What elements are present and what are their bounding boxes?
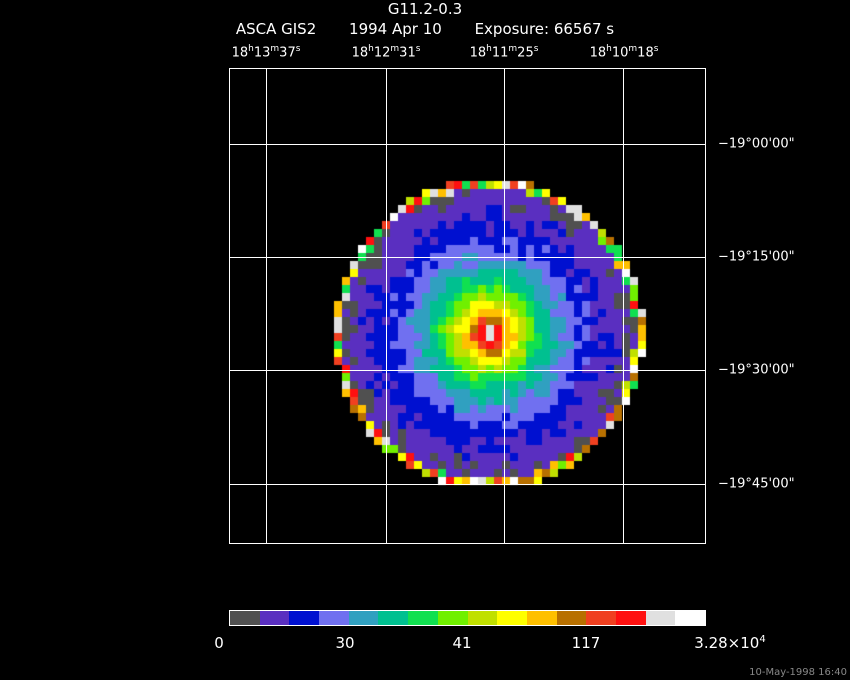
ra-label: 18h10m18s xyxy=(589,44,659,61)
sky-image-frame xyxy=(229,68,706,544)
exposure-label: Exposure: 66567 s xyxy=(474,20,615,38)
dec-label: −19°15'00" xyxy=(718,249,795,265)
colorbar-label-max: 3.28×104 xyxy=(694,634,766,652)
dec-label: −19°00'00" xyxy=(718,136,795,152)
dec-grid-line xyxy=(230,370,705,371)
ra-grid-line xyxy=(266,69,267,543)
colorbar-swatch xyxy=(615,611,646,625)
colorbar-swatch xyxy=(675,611,705,625)
colorbar-swatch xyxy=(586,611,616,625)
ra-label: 18h11m25s xyxy=(469,44,539,61)
colorbar-label: 41 xyxy=(452,634,472,652)
colorbar-swatch xyxy=(408,611,438,625)
date-label: 1994 Apr 10 xyxy=(349,20,442,38)
colorbar-swatch xyxy=(526,611,557,625)
colorbar-swatch xyxy=(437,611,468,625)
colorbar-swatch xyxy=(319,611,349,625)
object-title: G11.2-0.3 xyxy=(387,0,463,18)
dec-grid-line xyxy=(230,484,705,485)
observation-info: ASCA GIS2 1994 Apr 10 Exposure: 66567 s xyxy=(0,20,850,38)
colorbar xyxy=(229,610,706,626)
ra-grid-line xyxy=(623,69,624,543)
colorbar-swatch xyxy=(259,611,290,625)
colorbar-swatch xyxy=(467,611,498,625)
ra-grid-line xyxy=(504,69,505,543)
ra-label: 18h12m31s xyxy=(351,44,421,61)
dec-grid-line xyxy=(230,144,705,145)
colorbar-swatch xyxy=(556,611,587,625)
dec-label: −19°30'00" xyxy=(718,362,795,378)
ra-grid-line xyxy=(386,69,387,543)
colorbar-swatch xyxy=(378,611,409,625)
xray-intensity-image xyxy=(230,69,705,543)
dec-grid-line xyxy=(230,257,705,258)
ra-label: 18h13m37s xyxy=(231,44,301,61)
colorbar-label: 30 xyxy=(335,634,355,652)
colorbar-swatch xyxy=(645,611,676,625)
colorbar-label: 117 xyxy=(571,634,601,652)
colorbar-swatch xyxy=(348,611,379,625)
colorbar-swatch xyxy=(230,611,260,625)
dec-label: −19°45'00" xyxy=(718,476,795,492)
colorbar-swatch xyxy=(497,611,527,625)
timestamp: 10-May-1998 16:40 xyxy=(749,667,847,678)
instrument-label: ASCA GIS2 xyxy=(235,20,317,38)
colorbar-swatch xyxy=(289,611,320,625)
colorbar-label: 0 xyxy=(214,634,224,652)
